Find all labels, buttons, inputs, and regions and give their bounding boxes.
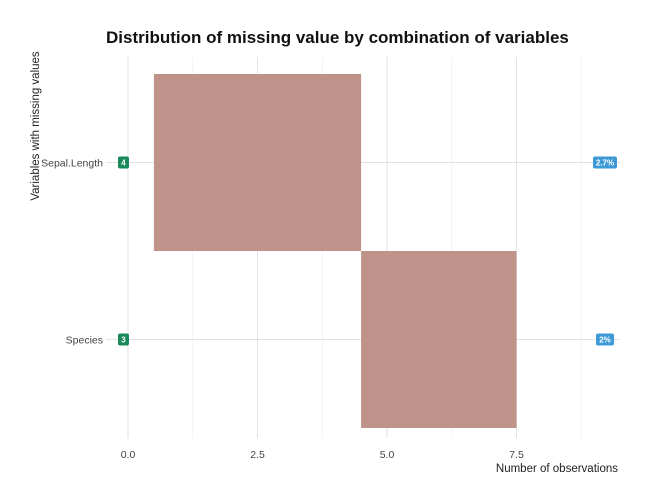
y-category-label: Species [66, 335, 103, 347]
count-badge-label: 4 [121, 159, 126, 168]
x-tick-label: 0.0 [121, 449, 136, 461]
chart-title: Distribution of missing value by combina… [106, 28, 569, 47]
y-category-label: Sepal.Length [41, 158, 103, 170]
pct-badge-label: 2.7% [596, 159, 614, 168]
x-tick-label: 2.5 [250, 449, 265, 461]
pct-badge-label: 2% [599, 336, 611, 345]
pct-badge [596, 333, 614, 346]
x-tick-label: 5.0 [380, 449, 395, 461]
count-badge-label: 3 [121, 336, 126, 345]
x-axis-title: Number of observations [496, 463, 618, 475]
badges: 4 2.7% 3 2% [118, 156, 617, 346]
y-category-labels: Sepal.Length Species [41, 158, 103, 347]
bar-segment [361, 251, 517, 428]
bars [153, 74, 517, 428]
x-tick-label: 7.5 [509, 449, 524, 461]
bar-segment [153, 74, 362, 251]
x-tick-labels: 0.0 2.5 5.0 7.5 [121, 449, 524, 461]
count-badge [118, 156, 129, 169]
pct-badge [593, 156, 617, 169]
count-badge [118, 333, 129, 346]
y-axis-title: Variables with missing values [30, 51, 42, 201]
